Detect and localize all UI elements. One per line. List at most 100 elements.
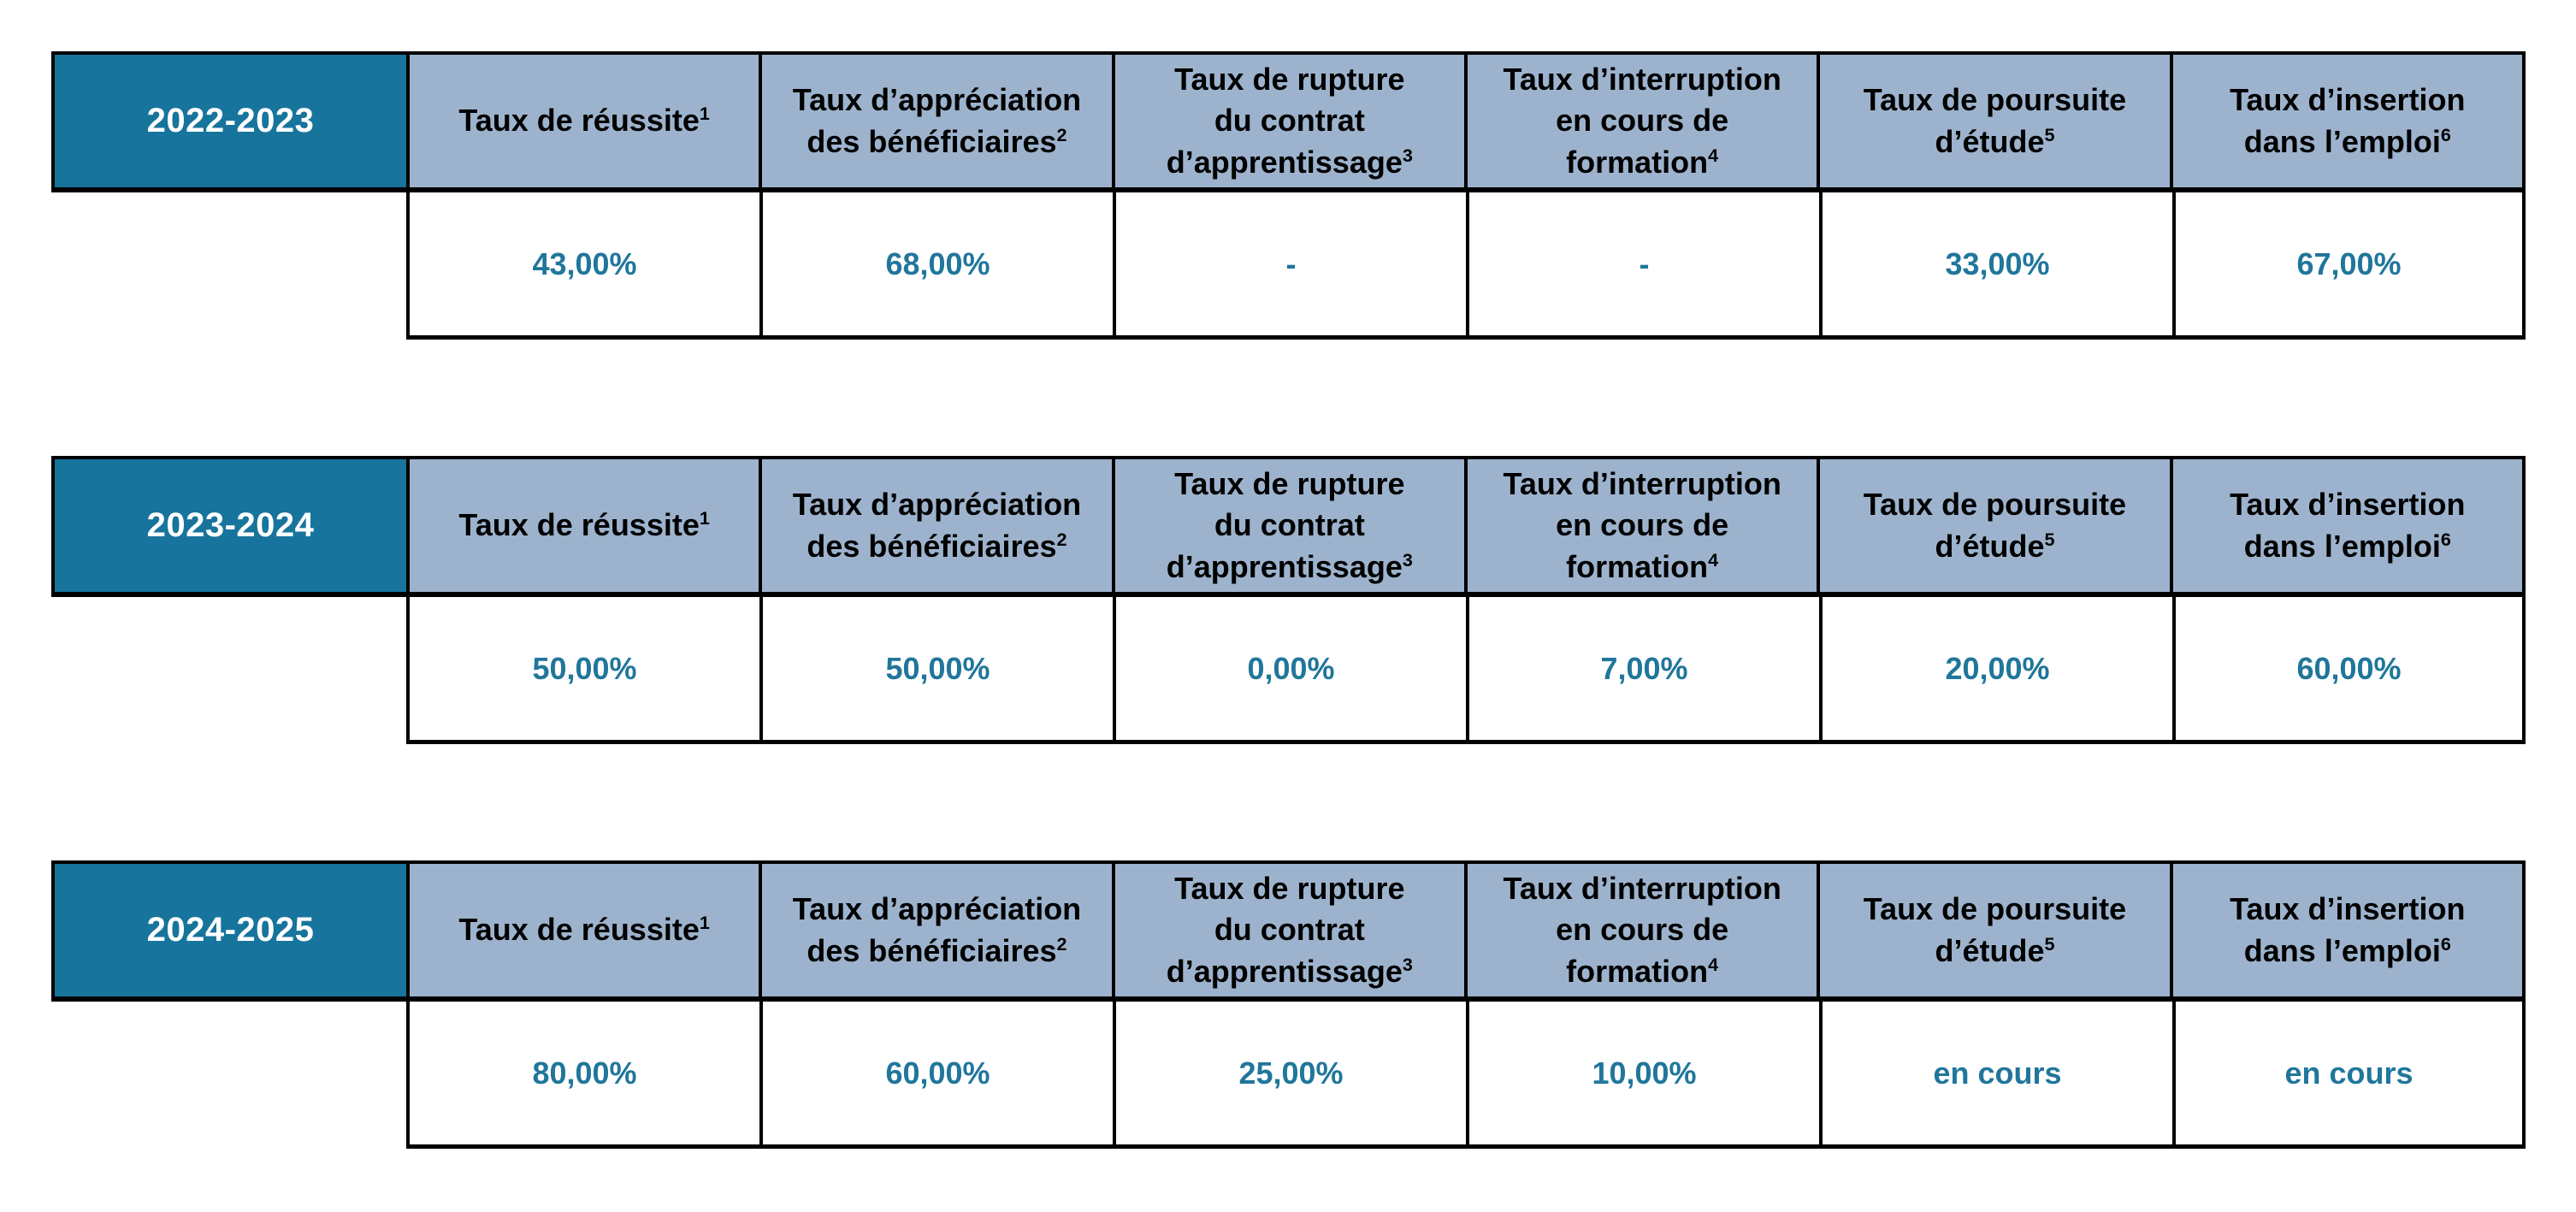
page: 2022-2023 Taux de réussite1 Taux d’appré…: [51, 51, 2526, 1149]
header-taux-dinterruption: Taux d’interruption en cours de formatio…: [1464, 55, 1817, 187]
year-label: 2022-2023: [146, 102, 315, 139]
header-label: Taux d’interruption en cours de formatio…: [1503, 870, 1781, 989]
year-cell: 2024-2025: [55, 864, 406, 996]
header-taux-dinsertion: Taux d’insertion dans l’emploi6: [2169, 864, 2522, 996]
header-label: Taux de réussite1: [458, 103, 710, 139]
header-taux-de-reussite: Taux de réussite1: [406, 459, 759, 592]
footnote-ref: 4: [1708, 548, 1719, 571]
header-taux-dappreciation: Taux d’appréciation des bénéficiaires2: [759, 459, 1112, 592]
value: 60,00%: [2296, 650, 2402, 686]
header-taux-dappreciation: Taux d’appréciation des bénéficiaires2: [759, 864, 1112, 996]
header-taux-de-poursuite: Taux de poursuite d’étude5: [1817, 459, 2170, 592]
value-taux-de-rupture: 25,00%: [1113, 1002, 1466, 1149]
header-taux-dinterruption: Taux d’interruption en cours de formatio…: [1464, 459, 1817, 592]
footnote-ref: 6: [2440, 528, 2451, 550]
footnote-ref: 3: [1402, 953, 1413, 975]
header-taux-dappreciation: Taux d’appréciation des bénéficiaires2: [759, 55, 1112, 187]
header-taux-de-rupture: Taux de rupture du contrat d’apprentissa…: [1111, 55, 1464, 187]
header-label: Taux d’insertion dans l’emploi6: [2230, 486, 2466, 564]
empty-cell: [55, 192, 406, 340]
header-taux-de-reussite: Taux de réussite1: [406, 864, 759, 996]
year-label: 2024-2025: [146, 911, 315, 949]
empty-cell: [55, 1002, 406, 1149]
value: 43,00%: [532, 245, 637, 281]
header-label: Taux de rupture du contrat d’apprentissa…: [1166, 61, 1413, 180]
table-2022-2023: 2022-2023 Taux de réussite1 Taux d’appré…: [51, 51, 2526, 340]
value-taux-dinterruption: -: [1466, 192, 1819, 340]
value-taux-de-rupture: -: [1113, 192, 1466, 340]
footnote-ref: 4: [1708, 953, 1719, 975]
value: 67,00%: [2296, 245, 2402, 281]
header-label: Taux d’appréciation des bénéficiaires2: [792, 486, 1082, 564]
value-taux-dinsertion: 60,00%: [2172, 597, 2526, 744]
footnote-ref: 5: [2044, 528, 2055, 550]
value-taux-dinterruption: 7,00%: [1466, 597, 1819, 744]
header-label: Taux d’interruption en cours de formatio…: [1503, 465, 1781, 584]
year-cell: 2023-2024: [55, 459, 406, 592]
header-row: 2023-2024 Taux de réussite1 Taux d’appré…: [51, 456, 2526, 597]
year-cell: 2022-2023: [55, 55, 406, 187]
header-taux-de-rupture: Taux de rupture du contrat d’apprentissa…: [1111, 459, 1464, 592]
value-taux-de-poursuite: 20,00%: [1819, 597, 2172, 744]
value: -: [1285, 245, 1297, 281]
value-taux-dappreciation: 68,00%: [759, 192, 1113, 340]
value: 68,00%: [885, 245, 990, 281]
header-taux-dinsertion: Taux d’insertion dans l’emploi6: [2169, 459, 2522, 592]
header-label: Taux de rupture du contrat d’apprentissa…: [1166, 870, 1413, 989]
header-label: Taux de rupture du contrat d’apprentissa…: [1166, 465, 1413, 584]
footnote-ref: 2: [1056, 932, 1067, 955]
header-label: Taux de poursuite d’étude5: [1863, 81, 2127, 159]
value: 60,00%: [885, 1055, 990, 1091]
header-label: Taux d’interruption en cours de formatio…: [1503, 61, 1781, 180]
footnote-ref: 3: [1402, 144, 1413, 166]
footnote-ref: 1: [699, 103, 710, 125]
footnote-ref: 4: [1708, 144, 1719, 166]
value: en cours: [2284, 1055, 2414, 1091]
value: 7,00%: [1600, 650, 1688, 686]
header-label: Taux d’appréciation des bénéficiaires2: [792, 81, 1082, 159]
value: 50,00%: [885, 650, 990, 686]
value: 33,00%: [1945, 245, 2050, 281]
value-taux-de-reussite: 43,00%: [406, 192, 759, 340]
footnote-ref: 3: [1402, 548, 1413, 571]
value-taux-dappreciation: 60,00%: [759, 1002, 1113, 1149]
footnote-ref: 5: [2044, 123, 2055, 145]
header-label: Taux d’insertion dans l’emploi6: [2230, 890, 2466, 968]
empty-cell: [55, 597, 406, 744]
value-taux-de-rupture: 0,00%: [1113, 597, 1466, 744]
year-label: 2023-2024: [146, 506, 315, 544]
header-taux-de-rupture: Taux de rupture du contrat d’apprentissa…: [1111, 864, 1464, 996]
table-2023-2024: 2023-2024 Taux de réussite1 Taux d’appré…: [51, 456, 2526, 744]
footnote-ref: 1: [699, 912, 710, 934]
header-label: Taux de poursuite d’étude5: [1863, 890, 2127, 968]
header-taux-de-reussite: Taux de réussite1: [406, 55, 759, 187]
header-row: 2024-2025 Taux de réussite1 Taux d’appré…: [51, 860, 2526, 1002]
data-row: 80,00% 60,00% 25,00% 10,00% en cours en …: [51, 1002, 2526, 1149]
value-taux-de-poursuite: 33,00%: [1819, 192, 2172, 340]
value: 80,00%: [532, 1055, 637, 1091]
header-label: Taux de réussite1: [458, 507, 710, 543]
value: en cours: [1933, 1055, 2062, 1091]
footnote-ref: 6: [2440, 123, 2451, 145]
data-row: 43,00% 68,00% - - 33,00% 67,00%: [51, 192, 2526, 340]
footnote-ref: 2: [1056, 123, 1067, 145]
value-taux-de-reussite: 50,00%: [406, 597, 759, 744]
header-label: Taux de réussite1: [458, 912, 710, 948]
header-taux-de-poursuite: Taux de poursuite d’étude5: [1817, 55, 2170, 187]
value-taux-dinterruption: 10,00%: [1466, 1002, 1819, 1149]
footnote-ref: 6: [2440, 932, 2451, 955]
header-label: Taux de poursuite d’étude5: [1863, 486, 2127, 564]
data-row: 50,00% 50,00% 0,00% 7,00% 20,00% 60,00%: [51, 597, 2526, 744]
table-2024-2025: 2024-2025 Taux de réussite1 Taux d’appré…: [51, 860, 2526, 1149]
value-taux-de-reussite: 80,00%: [406, 1002, 759, 1149]
footnote-ref: 5: [2044, 932, 2055, 955]
header-row: 2022-2023 Taux de réussite1 Taux d’appré…: [51, 51, 2526, 192]
header-taux-dinterruption: Taux d’interruption en cours de formatio…: [1464, 864, 1817, 996]
value-taux-de-poursuite: en cours: [1819, 1002, 2172, 1149]
footnote-ref: 2: [1056, 528, 1067, 550]
footnote-ref: 1: [699, 507, 710, 529]
value-taux-dinsertion: en cours: [2172, 1002, 2526, 1149]
value: 10,00%: [1592, 1055, 1697, 1091]
header-taux-de-poursuite: Taux de poursuite d’étude5: [1817, 864, 2170, 996]
value: 25,00%: [1238, 1055, 1344, 1091]
